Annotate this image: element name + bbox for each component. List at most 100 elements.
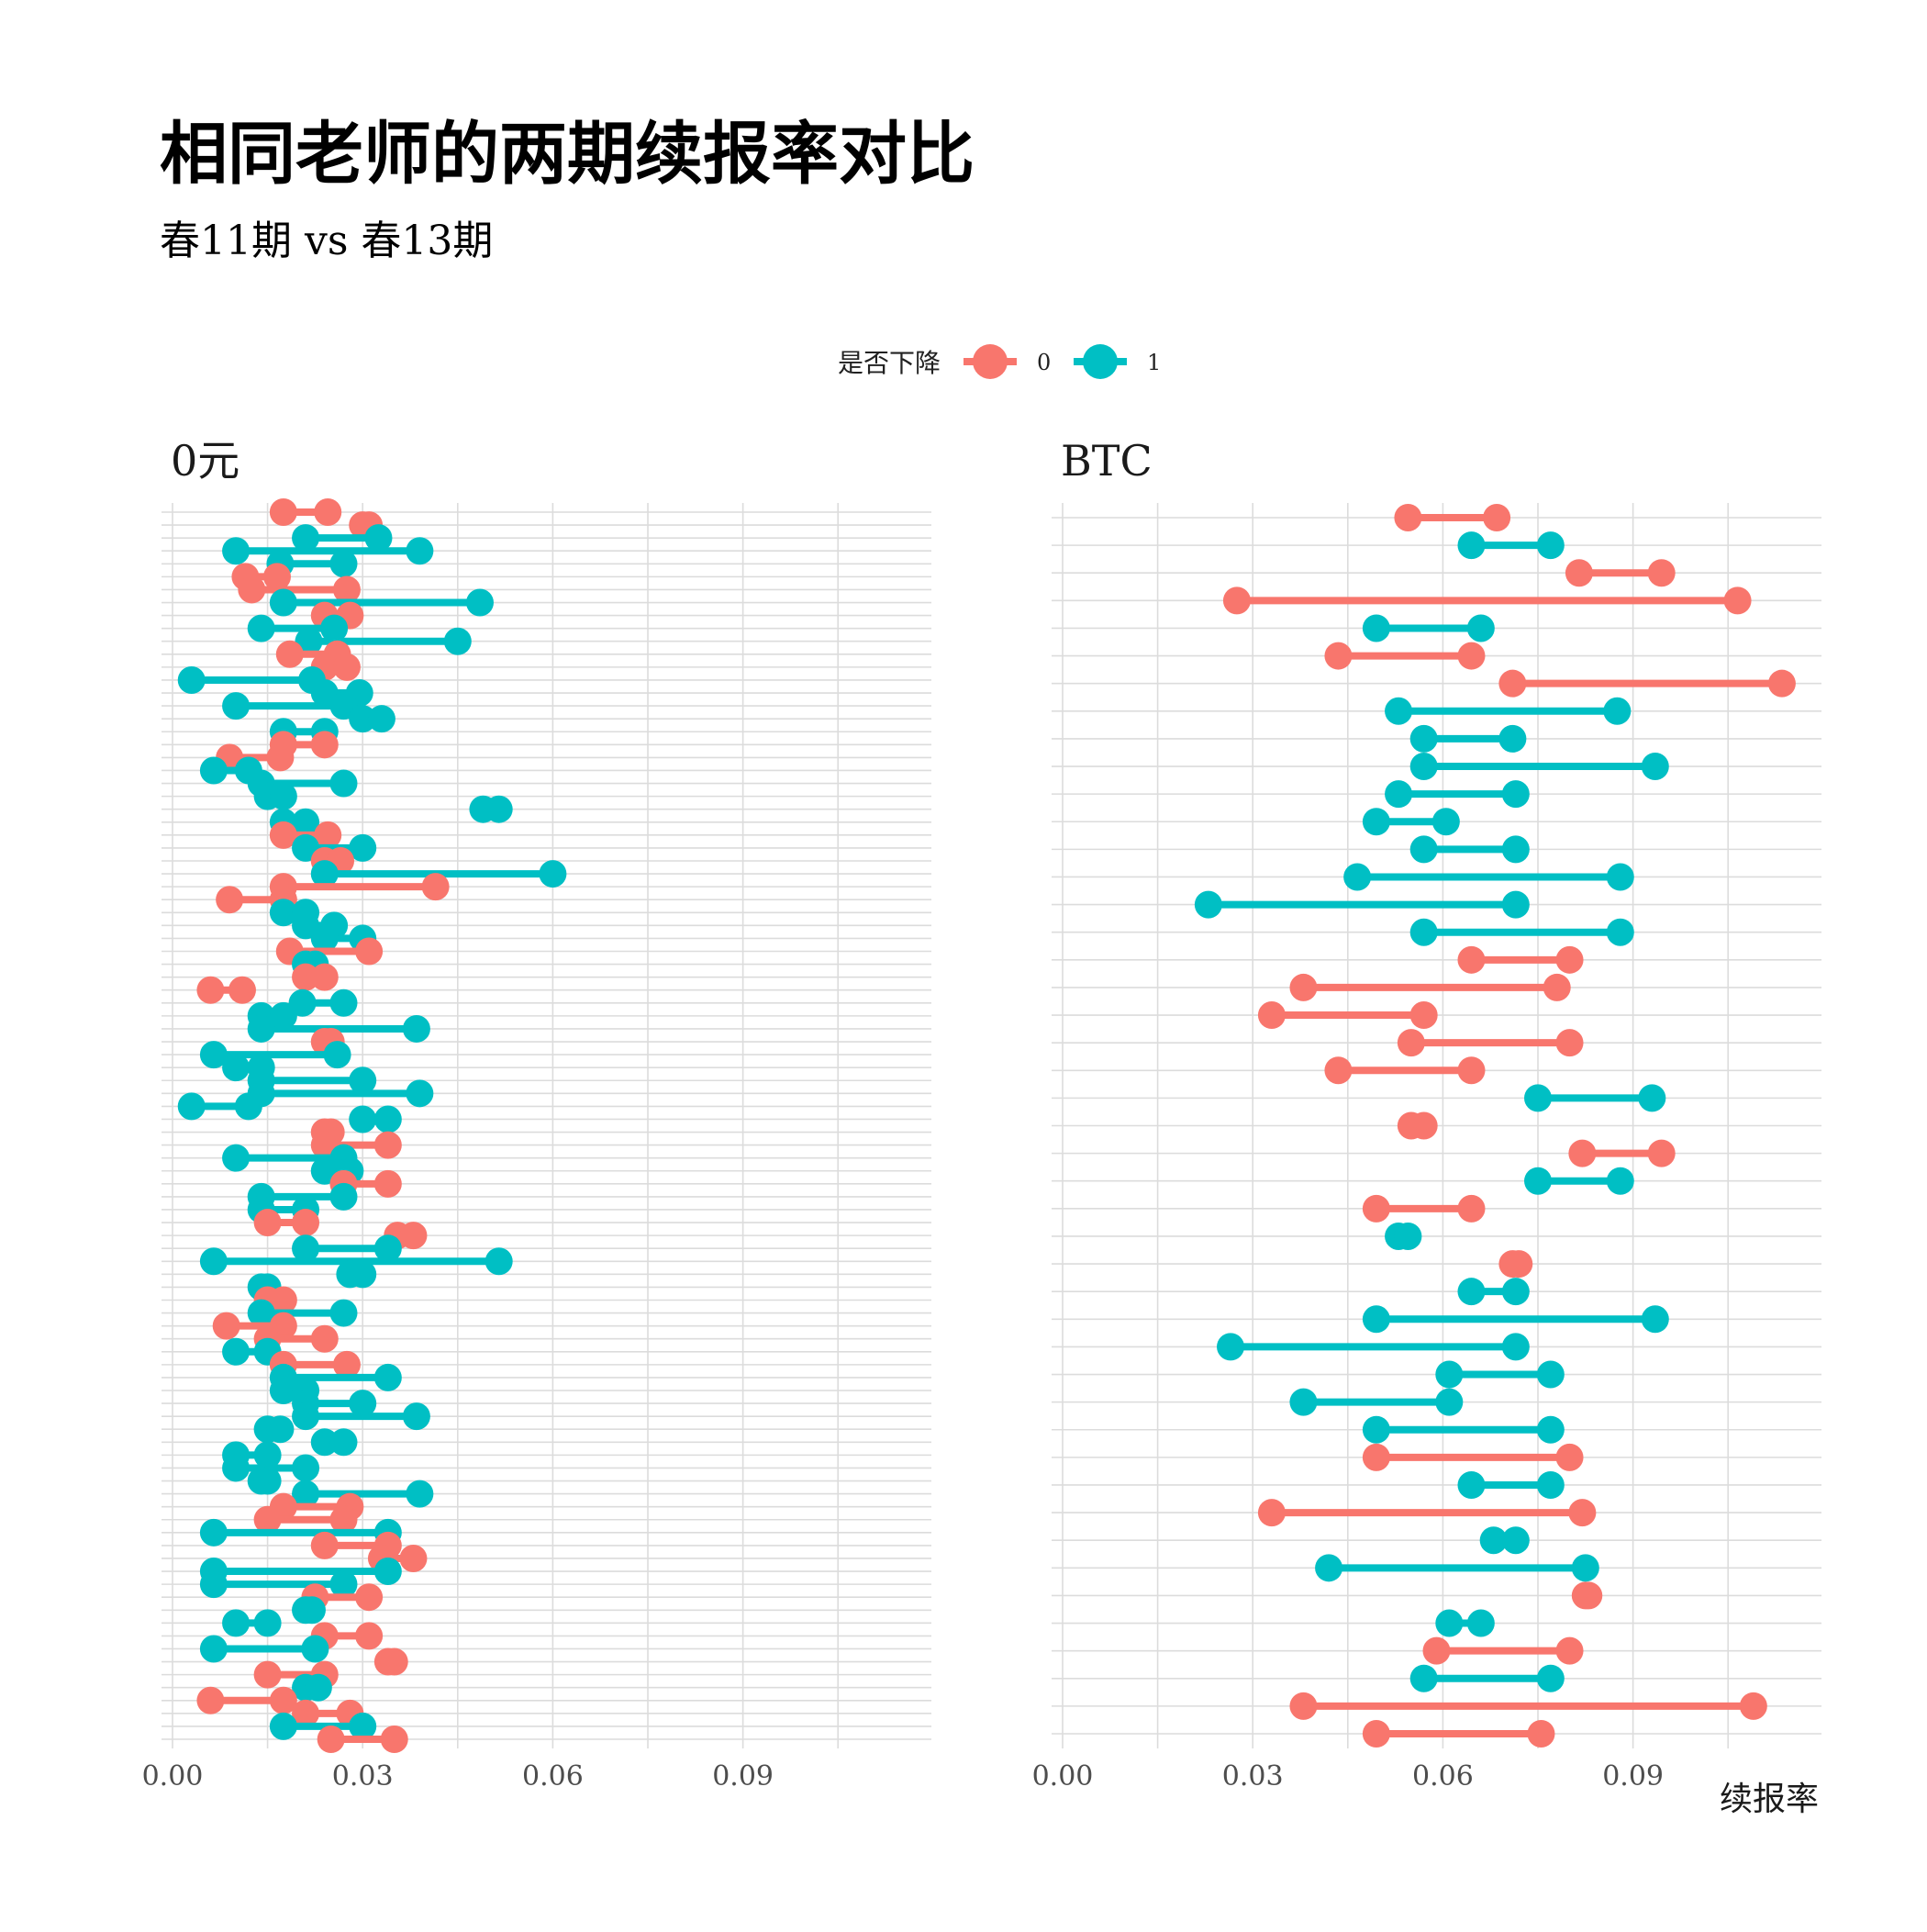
panel-1-point-start bbox=[310, 1531, 339, 1559]
panel-1-point-start bbox=[199, 1041, 228, 1069]
panel-2-point-start bbox=[1422, 1636, 1451, 1665]
panel-2-point-end bbox=[1575, 1581, 1603, 1610]
panel-1-point-end bbox=[349, 1390, 377, 1418]
panel-1-point-end bbox=[329, 769, 358, 798]
panel-2-point-start bbox=[1362, 1194, 1390, 1223]
panel-2-point-end bbox=[1647, 559, 1676, 587]
panel-2-strip-label: BTC bbox=[1061, 436, 1153, 486]
panel-2-point-end bbox=[1641, 1305, 1669, 1334]
panel-2-point-end bbox=[1723, 586, 1752, 615]
panel-2-point-start bbox=[1362, 1305, 1390, 1334]
panel-1-point-end bbox=[329, 550, 358, 578]
panel-2-tick-label: 0.06 bbox=[1412, 1760, 1474, 1792]
legend-label-1: 1 bbox=[1147, 350, 1161, 375]
panel-1-point-start bbox=[199, 1518, 228, 1547]
panel-2-point-start bbox=[1362, 1415, 1390, 1444]
legend-title: 是否下降 bbox=[838, 348, 941, 378]
panel-2-point-end bbox=[1466, 1609, 1495, 1637]
panel-2-point-start bbox=[1394, 504, 1422, 531]
panel-2-point-end bbox=[1536, 531, 1565, 560]
panel-1-point-start bbox=[253, 1505, 282, 1534]
panel-1-point-start bbox=[269, 498, 297, 526]
panel-2-point-start bbox=[1257, 1001, 1286, 1030]
panel-2-point-end bbox=[1466, 614, 1495, 642]
panel-2-point-start bbox=[1435, 1360, 1464, 1389]
panel-1-point-end bbox=[332, 653, 361, 681]
panel-1-point-start bbox=[292, 524, 320, 553]
panel-1-point-end bbox=[332, 1350, 361, 1379]
panel-1-point-end bbox=[314, 498, 342, 526]
panel-1-point-end bbox=[329, 1570, 358, 1599]
panel-2-point-end bbox=[1767, 669, 1796, 698]
panel-2-point-start bbox=[1385, 780, 1413, 809]
panel-1-point-end bbox=[329, 1505, 358, 1534]
panel-1-point-end bbox=[329, 1428, 358, 1457]
panel-2-point-end bbox=[1501, 890, 1530, 919]
panel-2-point-end bbox=[1409, 1001, 1438, 1030]
panel-1-point-start bbox=[349, 705, 377, 733]
panel-1-point-end bbox=[406, 1480, 434, 1508]
panel-1-point-end bbox=[443, 627, 472, 655]
panel-1-point-start bbox=[199, 1635, 228, 1663]
panel-2-tick-label: 0.09 bbox=[1602, 1760, 1664, 1792]
panel-2-point-end bbox=[1641, 753, 1669, 781]
panel-1-tick-label: 0.06 bbox=[522, 1760, 584, 1792]
panel-1-point-end bbox=[349, 1067, 377, 1095]
panel-1-point-start bbox=[196, 1686, 225, 1714]
panel-1-point-start bbox=[253, 1209, 282, 1237]
chart-title: 相同老师的两期续报率对比 bbox=[160, 115, 975, 194]
panel-1-point-start bbox=[222, 1609, 251, 1637]
legend-label-0: 0 bbox=[1037, 350, 1051, 375]
panel-1-point-end bbox=[269, 1686, 297, 1714]
panel-2-point-end bbox=[1543, 973, 1571, 1001]
panel-1-point-start bbox=[275, 640, 304, 668]
panel-1-point-end bbox=[228, 976, 256, 1004]
panel-2-point-end bbox=[1457, 642, 1486, 670]
panel-1-point-end bbox=[262, 563, 291, 591]
panel-2-point-start bbox=[1397, 1029, 1425, 1057]
panel-1-point-end bbox=[269, 1286, 297, 1314]
panel-1-point-end bbox=[266, 1415, 295, 1444]
legend-key-dot-0 bbox=[973, 344, 1008, 379]
panel-2-point-end bbox=[1409, 1111, 1438, 1140]
panel-1-point-end bbox=[269, 1001, 297, 1030]
panel-1-point-start bbox=[212, 1312, 240, 1340]
panel-2-point-end bbox=[1606, 1167, 1634, 1195]
panel-2-point-end bbox=[1457, 1194, 1486, 1223]
panel-1-point-end bbox=[253, 1441, 282, 1469]
panel-2-point-start bbox=[1289, 1692, 1318, 1720]
panel-2-point-end bbox=[1568, 1499, 1597, 1527]
panel-1-point-start bbox=[199, 1570, 228, 1599]
panel-1-point-end bbox=[539, 860, 567, 888]
panel-2-point-start bbox=[1524, 1167, 1553, 1195]
x-axis-title: 续报率 bbox=[1720, 1781, 1819, 1818]
panel-1-point-end bbox=[297, 1596, 326, 1625]
panel-2-point-end bbox=[1555, 1443, 1584, 1471]
panel-1-point-end bbox=[320, 614, 349, 642]
panel-2-point-end bbox=[1527, 1720, 1555, 1748]
panel-1-point-start bbox=[222, 1337, 251, 1366]
panel-2-point-end bbox=[1457, 1056, 1486, 1085]
panel-1-point-start bbox=[269, 1377, 297, 1405]
panel-1-point-end bbox=[367, 705, 395, 733]
panel-1-point-start bbox=[216, 886, 244, 914]
panel-2-point-start bbox=[1257, 1499, 1286, 1527]
panel-1-point-start bbox=[247, 614, 275, 642]
panel-1-point-end bbox=[349, 833, 377, 862]
panel-2-point-start bbox=[1409, 753, 1438, 781]
panel-2-tick-label: 0.03 bbox=[1222, 1760, 1284, 1792]
panel-2-point-start bbox=[1385, 697, 1413, 725]
panel-2-point-end bbox=[1501, 780, 1530, 809]
panel-1-point-end bbox=[310, 963, 339, 991]
panel-2-point-start bbox=[1409, 835, 1438, 864]
panel-1-point-end bbox=[355, 937, 384, 966]
panel-1-point-end bbox=[310, 1324, 339, 1353]
panel-2-point-start bbox=[1435, 1609, 1464, 1637]
panel-1-point-end bbox=[355, 1622, 384, 1650]
panel-1-point-start bbox=[317, 1725, 345, 1753]
panel-1-point-end bbox=[253, 1609, 282, 1637]
panel-1-point-start bbox=[247, 1014, 275, 1043]
panel-2-point-end bbox=[1536, 1360, 1565, 1389]
panel-2-point-start bbox=[1362, 808, 1390, 836]
panel-1-point-end bbox=[380, 1647, 408, 1676]
